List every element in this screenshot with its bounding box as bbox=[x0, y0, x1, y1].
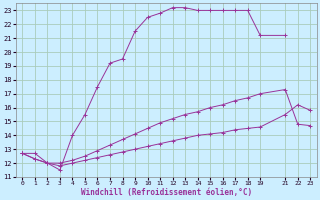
X-axis label: Windchill (Refroidissement éolien,°C): Windchill (Refroidissement éolien,°C) bbox=[81, 188, 252, 197]
